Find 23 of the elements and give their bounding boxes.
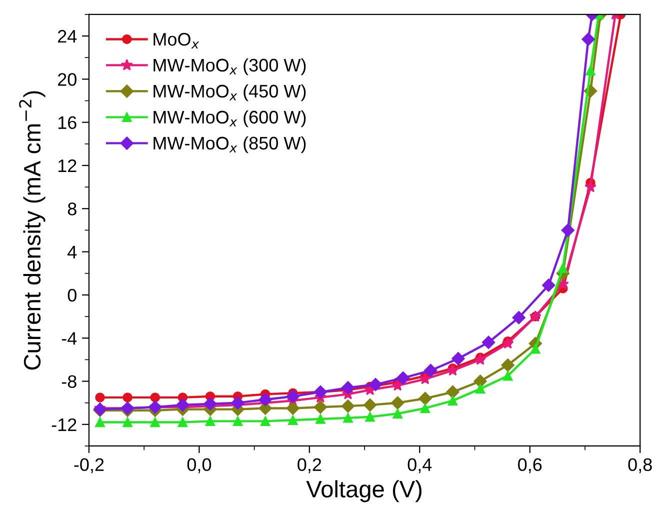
- y-tick-label: 12: [58, 159, 76, 172]
- x-tick-label: 0,0: [187, 458, 212, 474]
- x-axis-title: Voltage (V): [306, 480, 422, 502]
- legend-label: MW-MoO$_{x}$ (850 W): [154, 136, 306, 154]
- x-tick-label: 0,6: [518, 458, 542, 474]
- y-tick-label: -4: [62, 332, 77, 345]
- y-tick-label: -12: [52, 418, 76, 431]
- x-tick-label: 0,8: [628, 458, 652, 474]
- y-tick-label: 4: [68, 246, 77, 258]
- y-axis-title: Current density (mA cm$^{−2}$): [19, 91, 46, 370]
- y-tick-label: 16: [58, 116, 76, 130]
- y-tick-label: 20: [58, 73, 76, 86]
- x-tick-label: 0,2: [298, 458, 322, 474]
- legend-label: MW-MoO$_{x}$ (450 W): [154, 84, 306, 102]
- x-tick-label: -0,2: [74, 458, 104, 474]
- y-tick-label: 0: [68, 288, 76, 302]
- y-tick-label: 24: [58, 30, 77, 43]
- y-tick-label: -8: [62, 375, 76, 388]
- x-tick-label: 0,4: [408, 458, 432, 474]
- y-tick-label: 8: [68, 202, 76, 216]
- legend-label: MW-MoO$_{x}$ (300 W): [154, 58, 306, 76]
- legend-label: MoO$_{x}$: [154, 32, 200, 48]
- legend-label: MW-MoO$_{x}$ (600 W): [154, 110, 306, 128]
